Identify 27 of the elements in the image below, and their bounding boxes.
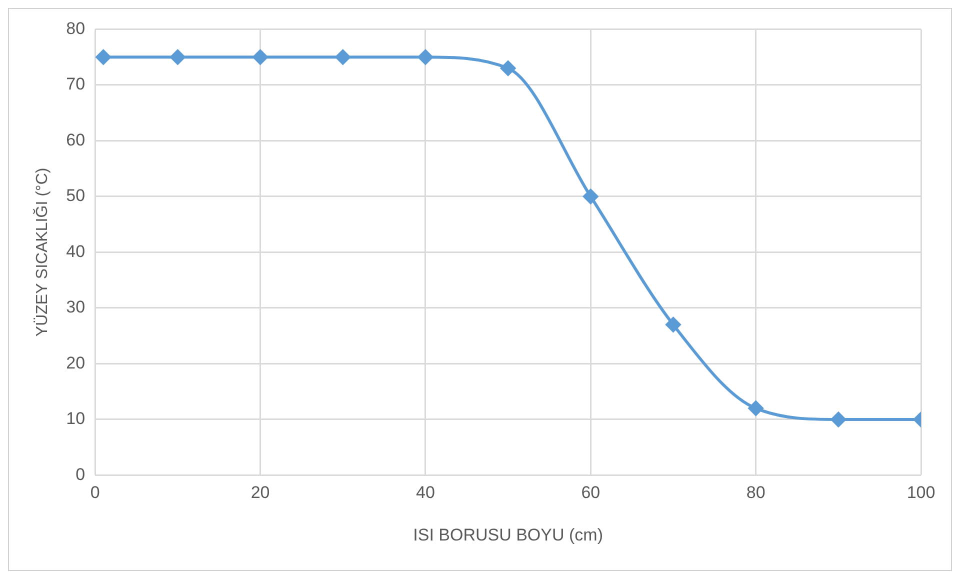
x-tick-label: 0 xyxy=(90,483,100,502)
point xyxy=(500,60,516,76)
x-tick-label: 100 xyxy=(906,483,936,502)
point xyxy=(96,50,111,65)
x-tick-label: 80 xyxy=(746,483,766,502)
y-tick-label: 80 xyxy=(66,18,86,38)
x-tick-label: 60 xyxy=(581,483,600,502)
y-tick-label: 60 xyxy=(66,130,86,150)
x-tick-label: 20 xyxy=(250,483,270,502)
y-axis-title: YÜZEY SICAKLIĞI (°C) xyxy=(33,168,52,337)
point xyxy=(830,412,846,427)
y-tick-label: 20 xyxy=(66,353,86,372)
point xyxy=(748,400,764,416)
point xyxy=(418,50,433,65)
point xyxy=(666,317,681,332)
x-axis-title: ISI BORUSU BOYU (cm) xyxy=(413,525,603,544)
point xyxy=(583,188,598,204)
y-tick-label: 50 xyxy=(66,186,86,206)
point xyxy=(252,50,268,65)
x-tick-label: 40 xyxy=(416,483,435,502)
y-tick-label: 40 xyxy=(66,242,86,261)
y-tick-label: 70 xyxy=(66,74,86,94)
y-tick-label: 30 xyxy=(66,298,86,317)
y-tick-label: 10 xyxy=(66,409,86,428)
point xyxy=(335,50,350,65)
y-tick-label: 0 xyxy=(76,464,86,484)
point xyxy=(170,50,186,65)
